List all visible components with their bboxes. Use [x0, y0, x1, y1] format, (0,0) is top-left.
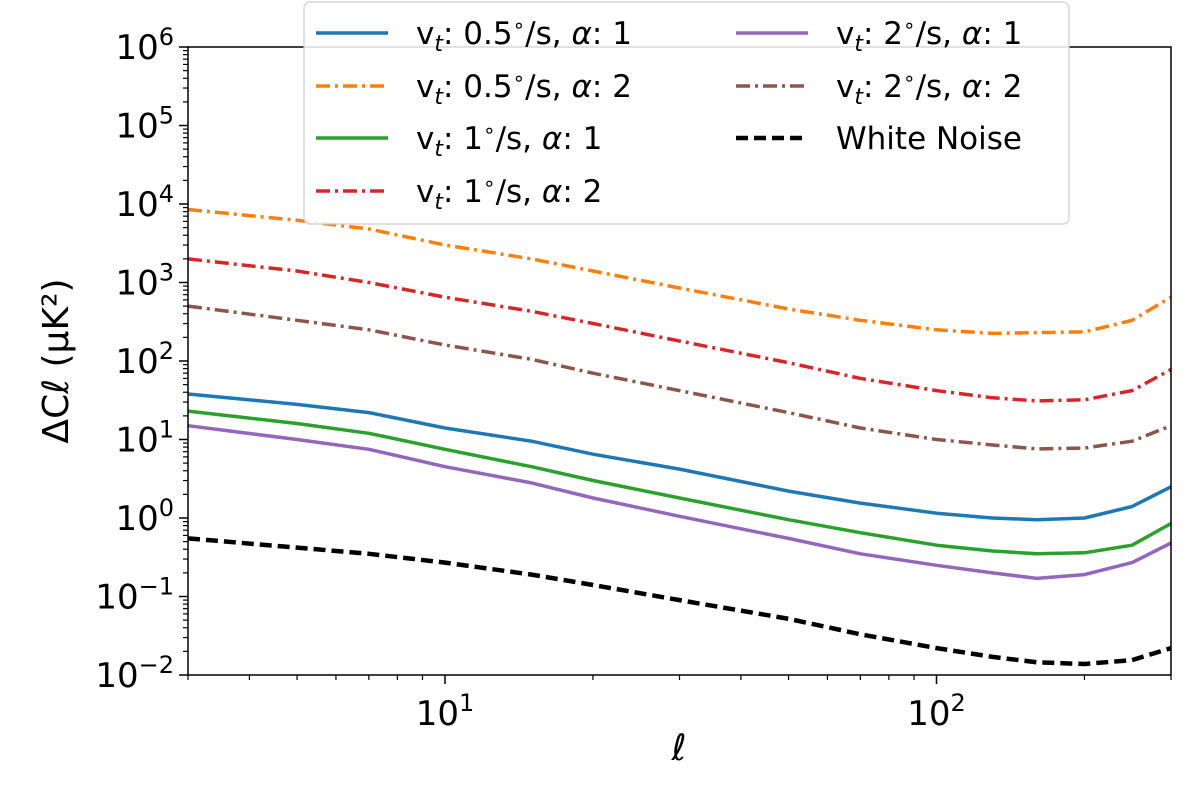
series-line-1 — [187, 392, 1172, 522]
legend: vt: 0.5∘/s, α: 1 vt: 0.5∘/s, α: 2 vt: 1∘/s… — [303, 1, 1070, 225]
legend-label-1: vt: 0.5∘/s, α: 1 — [416, 13, 632, 57]
y-tick-label: 103 — [115, 259, 174, 304]
series-line-6 — [187, 304, 1172, 451]
y-axis-label: ΔCℓ (μK²) — [36, 278, 77, 443]
x-axis-label: ℓ — [671, 728, 687, 769]
x-tick-label: 101 — [416, 689, 475, 734]
legend-label-5: vt: 2∘/s, α: 1 — [836, 13, 1022, 57]
y-tick-label: 102 — [115, 337, 174, 382]
y-tick-label: 105 — [115, 102, 174, 147]
legend-label-2: vt: 0.5∘/s, α: 2 — [416, 66, 632, 110]
series-line-7 — [187, 536, 1172, 667]
legend-label-6: vt: 2∘/s, α: 2 — [836, 66, 1022, 110]
legend-label-4: vt: 1∘/s, α: 2 — [416, 171, 602, 215]
y-tick-label: 106 — [115, 23, 174, 68]
x-tick-label: 102 — [907, 689, 966, 734]
y-tick-label: 10−1 — [95, 573, 174, 618]
legend-box — [303, 1, 1070, 225]
series-line-5 — [187, 423, 1172, 581]
y-tick-label: 101 — [115, 416, 174, 461]
y-tick-label: 104 — [115, 180, 174, 225]
y-tick-label: 10−2 — [95, 651, 174, 696]
plot-lines — [187, 207, 1172, 667]
series-line-4 — [187, 257, 1172, 403]
legend-items: vt: 0.5∘/s, α: 1 vt: 0.5∘/s, α: 2 vt: 1∘/s… — [316, 13, 1022, 215]
series-line-3 — [187, 409, 1172, 556]
y-axis-ticks: 10−2 10−1 100 101 102 103 104 105 106 — [95, 23, 188, 696]
legend-label-7: White Noise — [836, 121, 1022, 157]
y-tick-label: 100 — [115, 494, 174, 539]
legend-label-3: vt: 1∘/s, α: 1 — [416, 118, 602, 162]
x-axis-ticks: 101 102 — [187, 675, 1172, 734]
